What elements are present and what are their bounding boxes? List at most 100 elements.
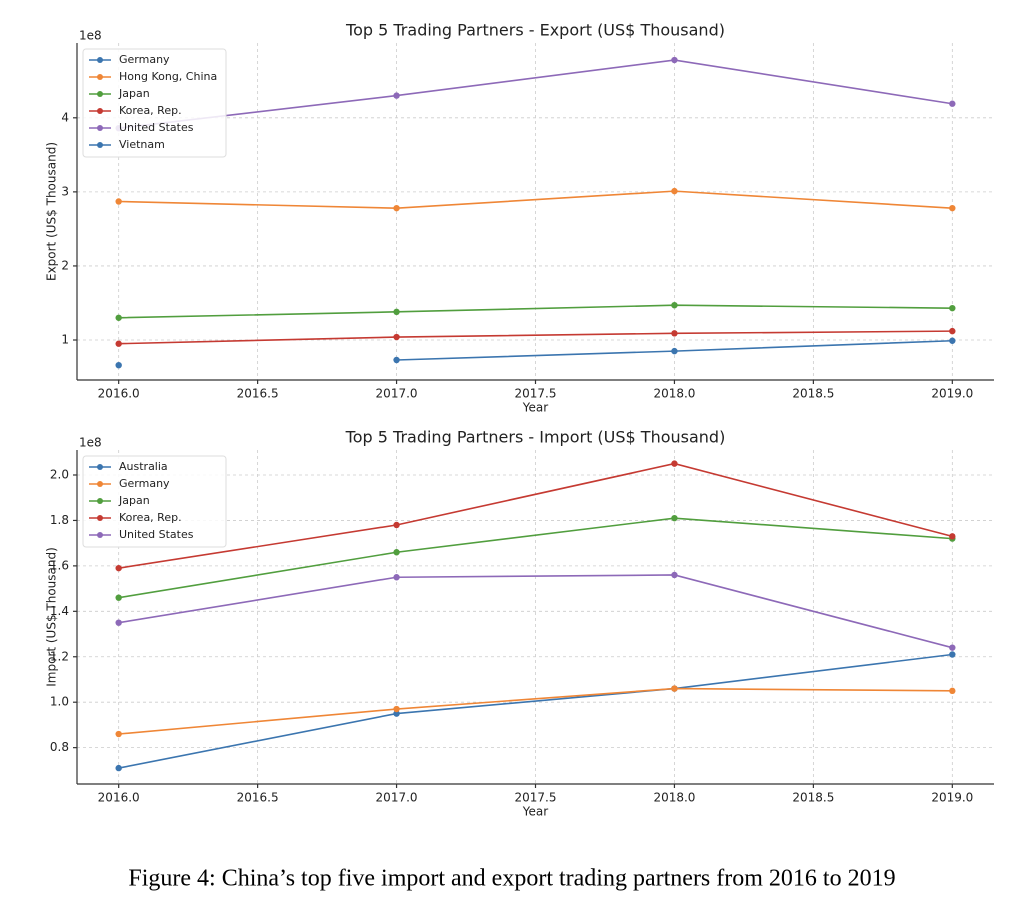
y-tick-label: 1.6: [50, 558, 69, 572]
data-point: [949, 100, 956, 107]
data-point: [115, 764, 122, 772]
data-point: [671, 347, 678, 355]
y-tick-label: 2.0: [50, 467, 69, 481]
data-point: [949, 337, 956, 344]
data-point: [115, 361, 122, 369]
data-point: [949, 204, 956, 212]
data-point: [949, 327, 956, 335]
data-point: [671, 460, 678, 467]
data-point: [115, 314, 122, 321]
data-point: [115, 730, 122, 738]
series-line: [118, 653, 953, 769]
x-tick-label: 2018.5: [792, 791, 834, 805]
data-point: [393, 333, 400, 341]
legend-marker: [97, 142, 103, 148]
data-point: [115, 340, 122, 347]
data-point: [393, 521, 400, 529]
y-tick-label: 1.0: [50, 695, 69, 709]
x-tick-label: 2016.0: [98, 791, 140, 805]
caption: Figure 4: China’s top five import and ex…: [128, 866, 895, 892]
data-point: [393, 549, 400, 556]
legend-label: United States: [119, 121, 194, 134]
data-point: [671, 685, 678, 692]
y-tick-label: 4: [61, 110, 69, 124]
legend-label: Japan: [118, 87, 150, 100]
legend-label: Japan: [118, 494, 150, 507]
legend-marker: [97, 91, 103, 97]
series-line: [118, 190, 953, 209]
legend-marker: [97, 108, 103, 114]
y-tick-label: 1: [61, 333, 69, 347]
data-point: [671, 571, 678, 579]
series-line: [118, 304, 953, 319]
y-offset-label: 1e8: [79, 436, 102, 450]
data-point: [393, 204, 400, 212]
data-point: [115, 594, 122, 601]
series-line: [118, 462, 953, 569]
legend-label: Germany: [119, 53, 170, 66]
data-point: [671, 330, 678, 337]
data-point: [393, 92, 400, 99]
series-line: [118, 687, 953, 735]
data-point: [949, 304, 956, 312]
y-tick-label: 3: [61, 184, 69, 198]
data-point: [949, 687, 956, 695]
legend-label: Hong Kong, China: [119, 70, 217, 83]
legend-marker: [97, 481, 103, 487]
data-point: [393, 710, 400, 717]
data-point: [671, 514, 678, 522]
x-tick-label: 2019.0: [931, 791, 973, 805]
y-offset-label: 1e8: [79, 29, 102, 43]
legend-marker: [97, 125, 103, 131]
legend-marker: [97, 74, 103, 80]
x-tick-label: 2018.0: [653, 791, 695, 805]
x-tick-label: 2017.0: [376, 387, 418, 401]
legend-marker: [97, 498, 103, 504]
legend-label: Korea, Rep.: [119, 104, 182, 117]
data-point: [949, 533, 956, 540]
x-tick-label: 2016.5: [237, 387, 279, 401]
legend-box: [82, 48, 227, 158]
legend-marker: [97, 532, 103, 538]
data-point: [393, 705, 400, 713]
legend-marker: [97, 464, 103, 470]
series-line: [118, 574, 953, 649]
x-tick-label: 2016.5: [237, 791, 279, 805]
data-point: [115, 564, 122, 572]
y-axis-label: Import (US$ Thousand): [45, 547, 59, 687]
legend-marker: [97, 515, 103, 521]
chart-title: Top 5 Trading Partners - Import (US$ Tho…: [345, 428, 726, 447]
x-tick-label: 2017.0: [376, 791, 418, 805]
legend-label: United States: [119, 528, 194, 541]
y-tick-label: 0.8: [50, 740, 69, 754]
x-axis-label: Year: [522, 805, 548, 819]
y-tick-label: 2: [61, 258, 69, 272]
series-line: [118, 59, 953, 129]
legend-box: [82, 455, 227, 548]
x-tick-label: 2017.5: [515, 791, 557, 805]
x-tick-label: 2016.0: [98, 387, 140, 401]
x-tick-label: 2019.0: [931, 387, 973, 401]
legend-label: Germany: [119, 477, 170, 490]
data-point: [115, 619, 122, 626]
data-point: [949, 651, 956, 658]
series-line: [118, 517, 953, 599]
data-point: [393, 308, 400, 316]
data-point: [393, 356, 400, 364]
data-point: [115, 198, 122, 205]
legend-label: Australia: [119, 460, 168, 473]
data-point: [671, 187, 678, 195]
chart-title: Top 5 Trading Partners - Export (US$ Tho…: [345, 21, 725, 40]
data-point: [671, 56, 678, 64]
y-axis-label: Export (US$ Thousand): [45, 142, 59, 281]
y-tick-label: 1.8: [50, 513, 69, 527]
x-tick-label: 2017.5: [515, 387, 557, 401]
series-line: [118, 330, 953, 345]
x-tick-label: 2018.0: [653, 387, 695, 401]
legend-marker: [97, 57, 103, 63]
data-point: [949, 644, 956, 651]
x-tick-label: 2018.5: [792, 387, 834, 401]
legend-label: Vietnam: [119, 138, 165, 151]
x-axis-label: Year: [522, 401, 548, 415]
